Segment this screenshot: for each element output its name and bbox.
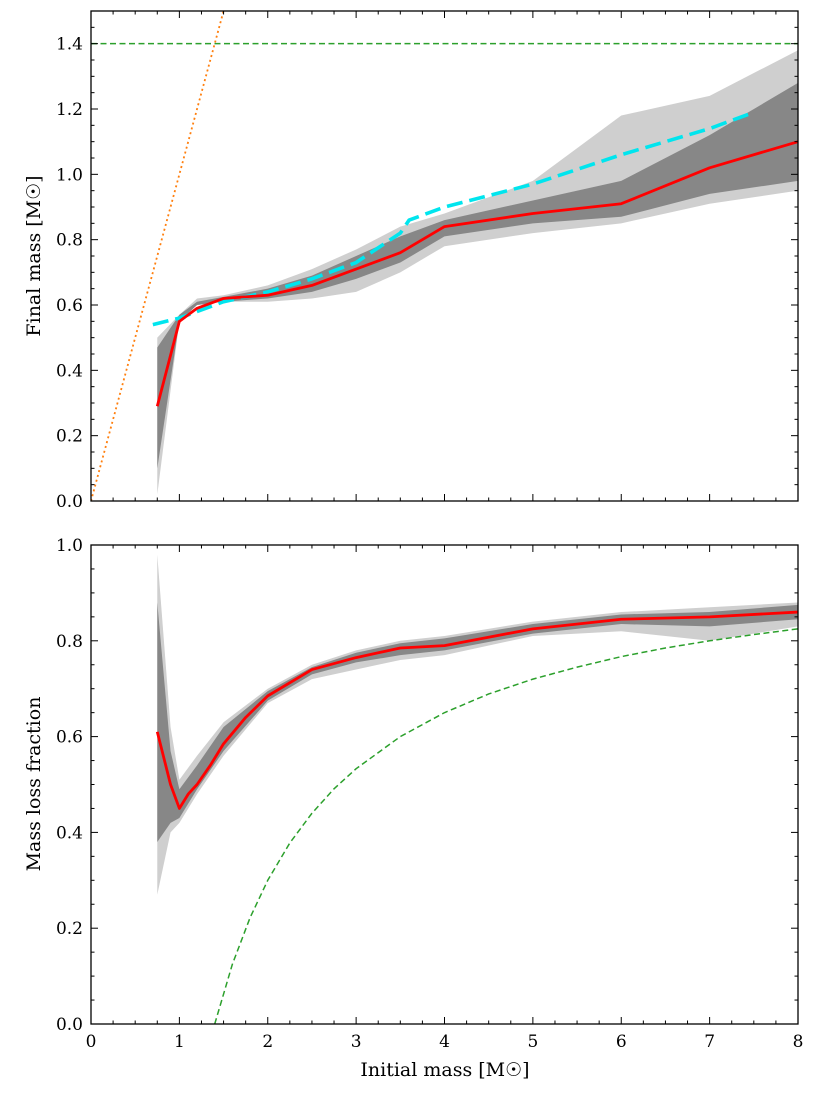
bottom-x-tick-label: 1 bbox=[174, 1032, 185, 1052]
bottom-y-tick-label: 0.8 bbox=[56, 632, 83, 652]
top-y-tick-label: 1.2 bbox=[56, 100, 83, 120]
top-y-tick-label: 0.8 bbox=[56, 231, 83, 251]
top-band-inner bbox=[157, 82, 798, 469]
bottom-y-tick-label: 0.4 bbox=[56, 823, 83, 843]
top-series-median bbox=[155, 140, 798, 407]
bottom-panel: 0 1 2 3 4 5 6 7 8 0.0 0.2 0.4 0.6 0.8 1.0 Mass loss fr… bbox=[23, 536, 803, 1081]
bottom-x-tick-label: 4 bbox=[439, 1032, 450, 1052]
bottom-x-tick-label: 3 bbox=[351, 1032, 362, 1052]
bottom-x-axis-label: Initial mass [M☉] bbox=[360, 1059, 529, 1081]
bottom-axes-frame bbox=[90, 544, 799, 1025]
top-y-tick-label: 0.0 bbox=[56, 492, 83, 512]
bottom-x-tick-label: 8 bbox=[793, 1032, 804, 1052]
top-y-tick-label: 0.6 bbox=[56, 296, 83, 316]
top-band-outer bbox=[157, 50, 798, 495]
top-y-tick-label: 1.0 bbox=[56, 165, 83, 185]
bottom-x-tick-label: 0 bbox=[86, 1032, 97, 1052]
bottom-band-outer bbox=[157, 554, 798, 895]
top-y-axis-label: Final mass [M☉] bbox=[23, 175, 45, 336]
bottom-plot-area bbox=[155, 554, 798, 1024]
top-y-tick-label: 0.2 bbox=[56, 427, 83, 447]
top-ticks: 0.0 0.2 0.4 0.6 0.8 1.0 1.2 1.4 bbox=[56, 10, 799, 512]
bottom-x-tick-label: 7 bbox=[704, 1032, 715, 1052]
top-panel: 0.0 0.2 0.4 0.6 0.8 1.0 1.2 1.4 Final mass [M☉] bbox=[23, 10, 799, 512]
bottom-series-1-1-4-mi bbox=[214, 628, 798, 1024]
bottom-y-tick-label: 0.2 bbox=[56, 919, 83, 939]
bottom-x-tick-label: 2 bbox=[262, 1032, 273, 1052]
bottom-y-tick-label: 0.6 bbox=[56, 728, 83, 748]
bottom-y-tick-label: 1.0 bbox=[56, 536, 83, 556]
bottom-x-tick-label: 5 bbox=[527, 1032, 538, 1052]
top-plot-area bbox=[91, 11, 798, 501]
bottom-y-axis-label: Mass loss fraction bbox=[23, 697, 45, 872]
bottom-x-tick-label: 6 bbox=[616, 1032, 627, 1052]
bottom-series-median bbox=[155, 610, 798, 810]
top-y-tick-label: 1.4 bbox=[56, 35, 83, 55]
top-axes-frame bbox=[90, 10, 799, 502]
top-y-tick-label: 0.4 bbox=[56, 361, 83, 381]
bottom-y-tick-label: 0.0 bbox=[56, 1015, 83, 1035]
top-series-comparison-relation bbox=[152, 110, 755, 327]
